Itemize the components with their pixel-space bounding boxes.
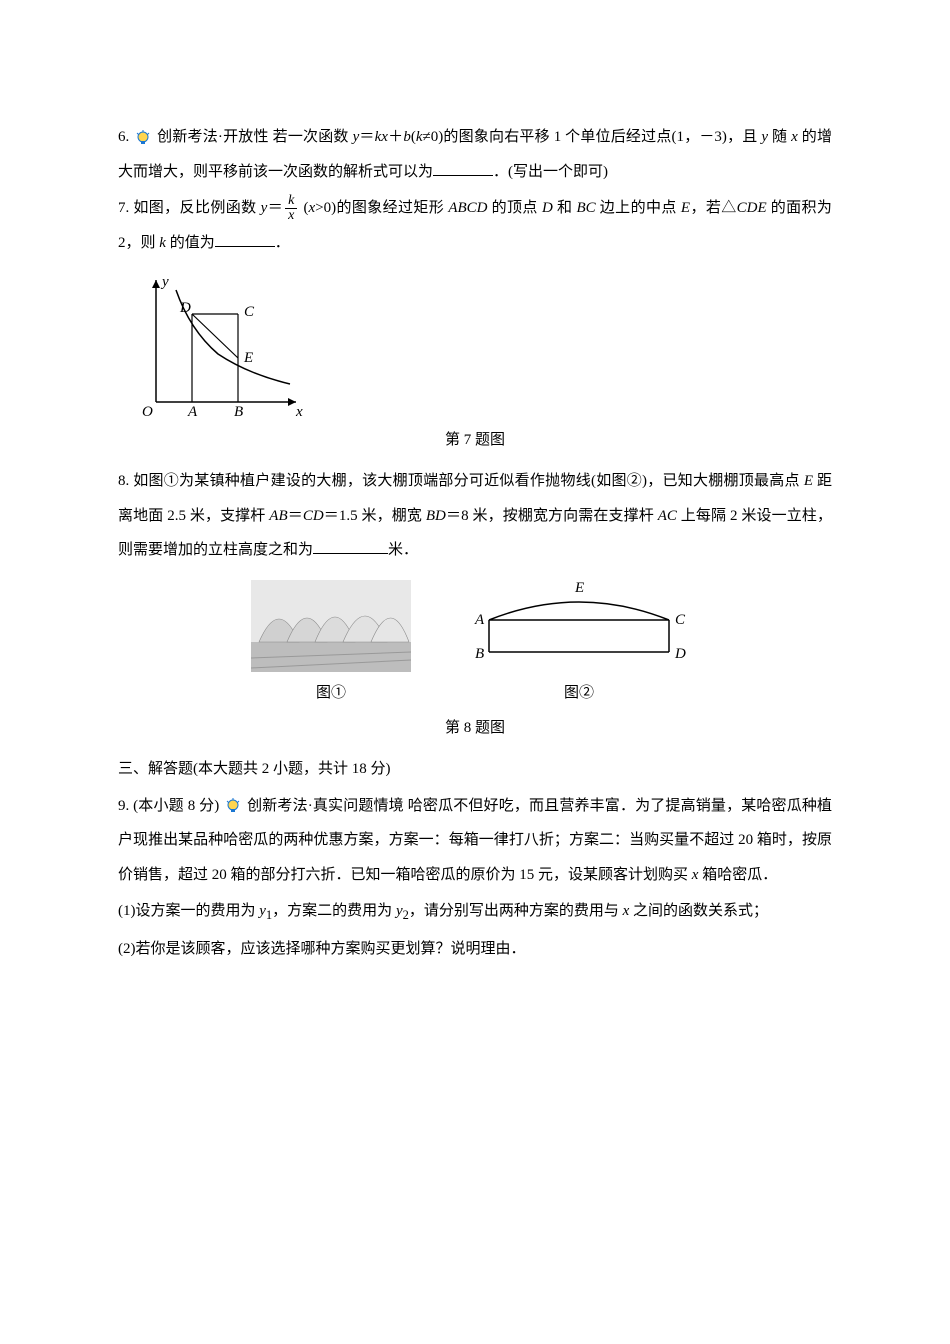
figure-8-diagram: E A C B D 图② xyxy=(459,580,699,711)
question-9-part2: (2)若你是该顾客，应该选择哪种方案购买更划算？说明理由． xyxy=(118,932,832,967)
svg-text:D: D xyxy=(674,646,686,662)
question-9-part1: (1)设方案一的费用为 y1，方案二的费用为 y2，请分别写出两种方案的费用与 … xyxy=(118,894,832,930)
blank-line xyxy=(313,539,388,554)
var-b: b xyxy=(403,129,411,145)
figure-8: 图① E A C B D 图② 第 8 题图 xyxy=(118,580,832,741)
svg-text:O: O xyxy=(142,404,153,420)
svg-text:A: A xyxy=(187,404,198,420)
graph-svg: y x O A B C D E xyxy=(118,272,308,422)
svg-text:D: D xyxy=(179,300,191,316)
blank-line xyxy=(215,232,275,247)
fig8-sub2: 图② xyxy=(564,676,594,711)
svg-text:B: B xyxy=(475,646,484,662)
var-k: k xyxy=(416,129,423,145)
lightbulb-icon xyxy=(225,798,241,814)
svg-text:C: C xyxy=(244,304,255,320)
svg-text:C: C xyxy=(675,612,686,628)
figure-7-caption: 第 7 题图 xyxy=(118,428,832,452)
var-kx: kx xyxy=(375,129,388,145)
blank-line xyxy=(433,161,493,176)
q6-prefix: 6. xyxy=(118,129,133,145)
figure-7: y x O A B C D E 第 7 题图 xyxy=(118,272,832,452)
q7-prefix: 7. 如图，反比例函数 xyxy=(118,200,261,216)
question-7: 7. 如图，反比例函数 y＝kx (x>0)的图象经过矩形 ABCD 的顶点 D… xyxy=(118,191,832,260)
question-9: 9. (本小题 8 分) 创新考法·真实问题情境 哈密瓜不但好吃，而且营养丰富．… xyxy=(118,789,832,893)
figure-8-photo: 图① xyxy=(251,580,411,711)
question-6: 6. 创新考法·开放性 若一次函数 y＝kx＋b(k≠0)的图象向右平移 1 个… xyxy=(118,120,832,189)
svg-text:E: E xyxy=(243,350,253,366)
svg-text:x: x xyxy=(295,404,303,420)
svg-text:E: E xyxy=(574,580,584,596)
section-3-heading: 三、解答题(本大题共 2 小题，共计 18 分) xyxy=(118,752,832,787)
fraction-k-x: kx xyxy=(285,194,297,223)
fig8-sub1: 图① xyxy=(316,676,346,711)
lightbulb-icon xyxy=(135,130,151,146)
svg-text:B: B xyxy=(234,404,243,420)
svg-text:y: y xyxy=(160,274,169,290)
question-8: 8. 如图①为某镇种植户建设的大棚，该大棚顶端部分可近似看作抛物线(如图②)，已… xyxy=(118,464,832,568)
svg-text:A: A xyxy=(474,612,485,628)
q6-tag: 创新考法·开放性 xyxy=(157,129,269,145)
var-x2: x xyxy=(791,129,798,145)
q6-text-a: 若一次函数 xyxy=(273,129,353,145)
figure-8-caption: 第 8 题图 xyxy=(118,716,832,740)
